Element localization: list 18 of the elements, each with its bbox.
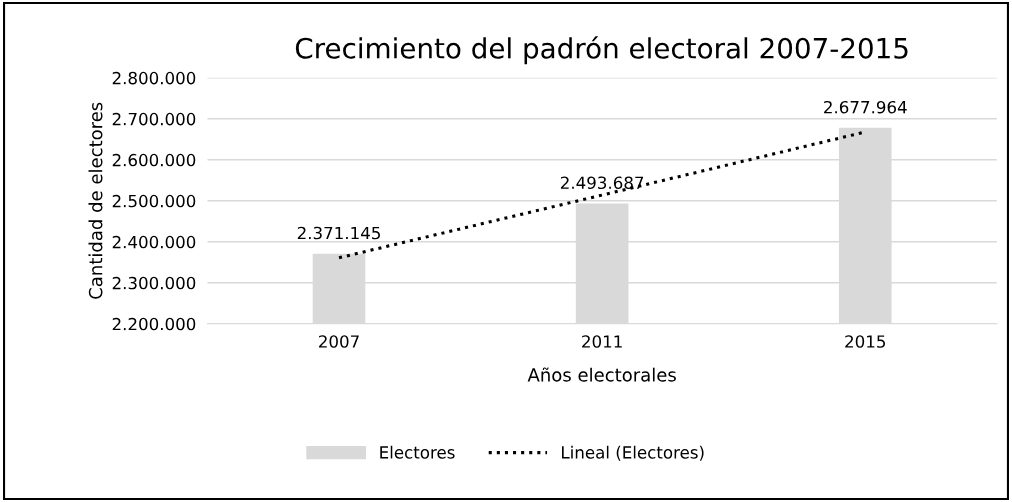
y-tick-label: 2.400.000 (112, 235, 196, 249)
y-tick-label: 2.300.000 (112, 276, 196, 290)
x-tick-label: 2007 (319, 335, 359, 348)
chart-title: Crecimiento del padrón electoral 2007-2015 (295, 36, 908, 65)
y-tick-label: 2.700.000 (112, 112, 196, 126)
data-label: 2.493.687 (560, 176, 644, 190)
data-label: 2.677.964 (824, 100, 907, 114)
x-tick-label: 2015 (845, 335, 886, 348)
y-tick-label: 2.600.000 (112, 153, 196, 167)
y-tick-label: 2.200.000 (112, 317, 196, 331)
legend-label: Electores (380, 445, 455, 459)
data-label: 2.371.145 (297, 226, 380, 240)
y-axis-title: Cantidad de electores (88, 102, 103, 299)
x-tick-label: 2011 (582, 335, 622, 348)
x-axis-title: Años electorales (527, 367, 676, 382)
y-tick-label: 2.500.000 (112, 194, 196, 208)
y-tick-label: 2.800.000 (112, 71, 196, 85)
legend-label: Lineal (Electores) (562, 445, 704, 461)
